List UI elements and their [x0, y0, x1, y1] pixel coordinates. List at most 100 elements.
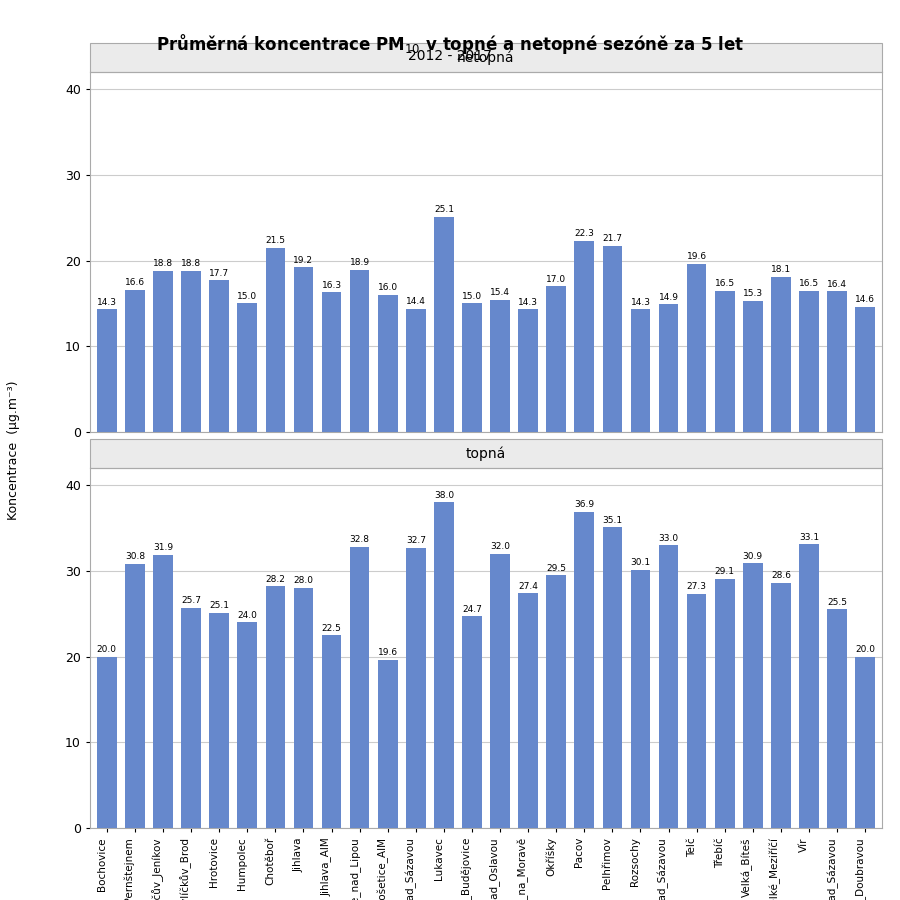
- Text: 16.5: 16.5: [799, 279, 819, 288]
- Text: 21.7: 21.7: [602, 234, 623, 243]
- Text: 29.5: 29.5: [546, 563, 566, 572]
- Text: 18.9: 18.9: [349, 258, 370, 267]
- Text: 17.7: 17.7: [209, 269, 230, 278]
- Bar: [827, 292, 847, 432]
- Bar: [238, 622, 257, 828]
- Text: Koncentrace  (μg.m⁻³): Koncentrace (μg.m⁻³): [7, 380, 20, 520]
- Text: 19.2: 19.2: [293, 256, 313, 265]
- Bar: [631, 310, 651, 432]
- Bar: [659, 545, 679, 828]
- Text: 25.1: 25.1: [209, 601, 230, 610]
- Text: 16.3: 16.3: [321, 281, 342, 290]
- Bar: [434, 502, 454, 828]
- Text: 28.0: 28.0: [293, 576, 313, 585]
- Bar: [631, 570, 651, 828]
- Bar: [491, 300, 510, 432]
- Text: 18.8: 18.8: [181, 259, 202, 268]
- Text: 28.6: 28.6: [771, 572, 791, 580]
- Text: 18.8: 18.8: [153, 259, 173, 268]
- Bar: [321, 635, 341, 828]
- Bar: [687, 264, 707, 432]
- Bar: [659, 304, 679, 432]
- Text: netopná: netopná: [457, 50, 515, 65]
- Text: topná: topná: [466, 446, 506, 461]
- Bar: [97, 310, 117, 432]
- Bar: [293, 267, 313, 432]
- Text: 16.6: 16.6: [125, 278, 145, 287]
- Text: 15.0: 15.0: [462, 292, 482, 301]
- Text: 16.4: 16.4: [827, 280, 847, 289]
- Bar: [378, 660, 398, 828]
- Text: 38.0: 38.0: [434, 491, 454, 500]
- Bar: [855, 307, 875, 432]
- Text: 33.1: 33.1: [799, 533, 819, 542]
- Bar: [153, 554, 173, 828]
- Bar: [827, 609, 847, 828]
- Bar: [462, 303, 482, 432]
- Bar: [462, 616, 482, 828]
- Bar: [321, 292, 341, 432]
- Bar: [350, 547, 369, 828]
- Text: 32.7: 32.7: [406, 536, 426, 545]
- Bar: [153, 271, 173, 432]
- Bar: [799, 544, 819, 828]
- Bar: [518, 310, 538, 432]
- Bar: [715, 579, 734, 828]
- Text: 20.0: 20.0: [855, 645, 875, 654]
- Bar: [210, 280, 229, 432]
- Text: 22.5: 22.5: [321, 624, 341, 633]
- Text: 36.9: 36.9: [574, 500, 594, 509]
- Bar: [434, 217, 454, 432]
- Text: Průměrná koncentrace PM$_{10}$ v topné a netopné sezóně za 5 let: Průměrná koncentrace PM$_{10}$ v topné a…: [156, 32, 744, 56]
- Text: 2012 - 2017: 2012 - 2017: [408, 50, 492, 64]
- Text: 17.0: 17.0: [546, 274, 566, 284]
- Bar: [125, 290, 145, 432]
- Text: 14.3: 14.3: [518, 298, 538, 307]
- Bar: [743, 301, 762, 432]
- Bar: [574, 512, 594, 828]
- Text: 14.3: 14.3: [97, 298, 117, 307]
- Text: 33.0: 33.0: [659, 534, 679, 543]
- Text: 14.4: 14.4: [406, 297, 426, 306]
- Text: 14.6: 14.6: [855, 295, 875, 304]
- Text: 25.7: 25.7: [181, 596, 201, 605]
- Text: 19.6: 19.6: [378, 648, 398, 657]
- Text: 15.4: 15.4: [490, 288, 510, 297]
- Bar: [293, 588, 313, 828]
- Text: 32.8: 32.8: [349, 536, 370, 544]
- Text: 16.0: 16.0: [378, 284, 398, 292]
- Bar: [491, 554, 510, 828]
- Text: 31.9: 31.9: [153, 543, 173, 552]
- Bar: [266, 248, 285, 432]
- FancyBboxPatch shape: [90, 439, 882, 468]
- Bar: [687, 594, 707, 828]
- Text: 15.3: 15.3: [742, 289, 763, 298]
- Text: 28.2: 28.2: [266, 575, 285, 584]
- Bar: [546, 286, 566, 432]
- Text: 20.0: 20.0: [97, 645, 117, 654]
- Bar: [125, 564, 145, 828]
- Bar: [266, 586, 285, 828]
- Bar: [715, 291, 734, 432]
- Text: 14.9: 14.9: [659, 292, 679, 302]
- Text: 30.8: 30.8: [125, 553, 145, 562]
- Bar: [799, 291, 819, 432]
- Text: 21.5: 21.5: [266, 236, 285, 245]
- Text: 15.0: 15.0: [238, 292, 257, 301]
- Text: 32.0: 32.0: [490, 542, 510, 551]
- Bar: [210, 613, 229, 828]
- Text: 29.1: 29.1: [715, 567, 734, 576]
- Bar: [603, 246, 622, 432]
- Bar: [378, 295, 398, 432]
- Bar: [406, 309, 426, 432]
- FancyBboxPatch shape: [90, 43, 882, 72]
- Text: 25.5: 25.5: [827, 598, 847, 607]
- Bar: [181, 608, 201, 828]
- Bar: [771, 583, 791, 828]
- Bar: [743, 563, 762, 828]
- Text: 24.7: 24.7: [462, 605, 482, 614]
- Text: 24.0: 24.0: [238, 611, 257, 620]
- Bar: [603, 527, 622, 828]
- Bar: [771, 277, 791, 432]
- Text: 16.5: 16.5: [715, 279, 734, 288]
